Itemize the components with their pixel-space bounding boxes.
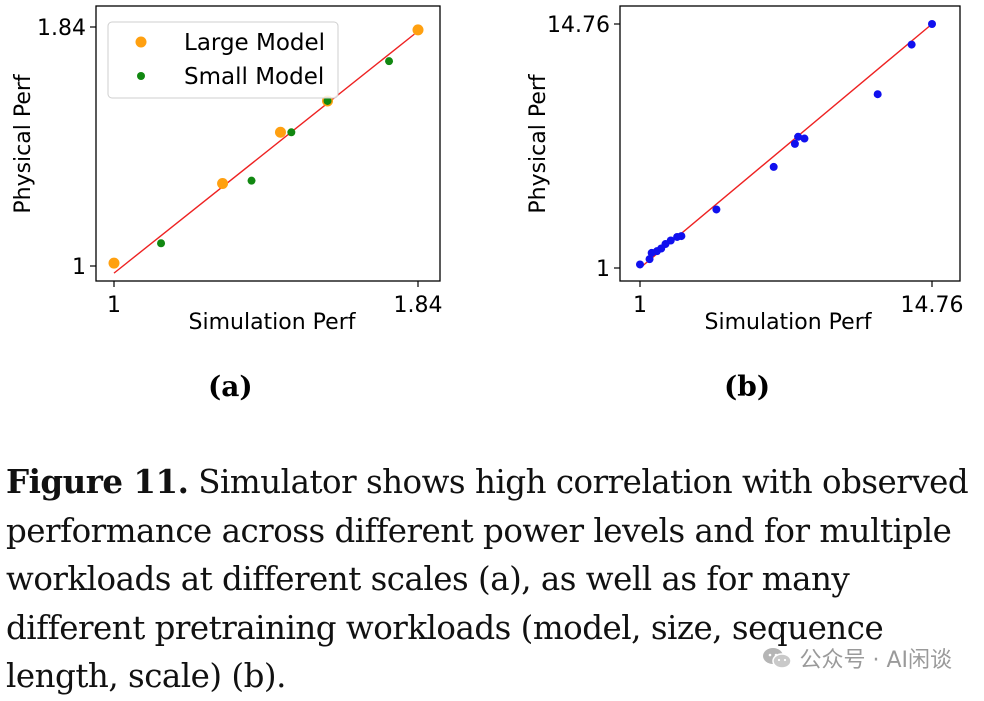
b-y-tick-label: 14.76 <box>547 13 610 38</box>
a-y-tick-label: 1.84 <box>37 16 86 41</box>
b-point-series <box>790 139 799 148</box>
a-point-small-model <box>385 57 394 66</box>
panel-label-a: (a) <box>208 370 253 403</box>
legend-label-large: Large Model <box>184 30 325 56</box>
legend-label-small: Small Model <box>184 64 324 90</box>
b-point-series <box>800 134 809 143</box>
b-x-tick-label: 1 <box>633 293 647 318</box>
b-y-tick-label: 1 <box>596 257 610 282</box>
watermark-text: 公众号 · AI闲谈 <box>799 648 952 673</box>
plot-frame-b <box>619 5 961 282</box>
a-point-small-model <box>287 128 296 137</box>
b-point-series <box>769 162 778 171</box>
scatter-panel-b: 1 14.76 1 14.76 Simulation Perf Physical Pe… <box>526 5 964 335</box>
y-axis-label-a: Physical Perf <box>11 73 36 214</box>
b-point-series <box>666 236 675 245</box>
b-x-tick-label: 14.76 <box>901 293 964 318</box>
figure-area: 1 1.84 1 1.84 Large Model Small Model Simul… <box>11 5 964 335</box>
caption-label: Figure 11. <box>6 462 189 501</box>
a-point-large-model <box>217 177 229 189</box>
y-axis-label-b: Physical Perf <box>526 73 551 214</box>
b-point-series <box>928 20 936 28</box>
figure-caption: Figure 11. Simulator shows high correlat… <box>6 458 981 701</box>
a-x-tick-label: 1 <box>107 293 121 318</box>
a-point-small-model <box>323 96 332 105</box>
wechat-icon <box>763 648 793 669</box>
legend-marker-small <box>137 72 145 80</box>
scatter-panel-a: 1 1.84 1 1.84 Large Model Small Model Simul… <box>11 5 443 335</box>
plot-frame-a <box>95 5 441 282</box>
a-y-tick-label: 1 <box>72 255 86 280</box>
caption-text: Simulator shows high correlation with ob… <box>6 463 969 695</box>
x-axis-label-a: Simulation Perf <box>189 310 357 335</box>
x-axis-label-b: Simulation Perf <box>705 310 873 335</box>
a-point-large-model <box>412 24 424 36</box>
b-point-series <box>712 205 721 214</box>
b-point-series <box>645 255 654 264</box>
fit-line-a <box>113 33 415 274</box>
a-x-tick-label: 1.84 <box>394 293 443 318</box>
b-point-series <box>636 260 644 269</box>
a-point-large-model <box>108 257 120 269</box>
b-point-series <box>794 132 803 141</box>
b-point-series <box>677 232 686 241</box>
fit-line-b <box>639 23 933 269</box>
a-point-small-model <box>247 176 256 185</box>
b-point-series <box>907 40 916 49</box>
watermark: 公众号 · AI闲谈 <box>761 642 952 674</box>
a-point-large-model <box>274 126 286 138</box>
legend-a: Large Model Small Model <box>107 21 339 99</box>
a-point-small-model <box>157 239 166 248</box>
b-point-series <box>873 90 882 99</box>
legend-marker-large <box>135 36 147 48</box>
panel-label-b: (b) <box>724 370 771 403</box>
